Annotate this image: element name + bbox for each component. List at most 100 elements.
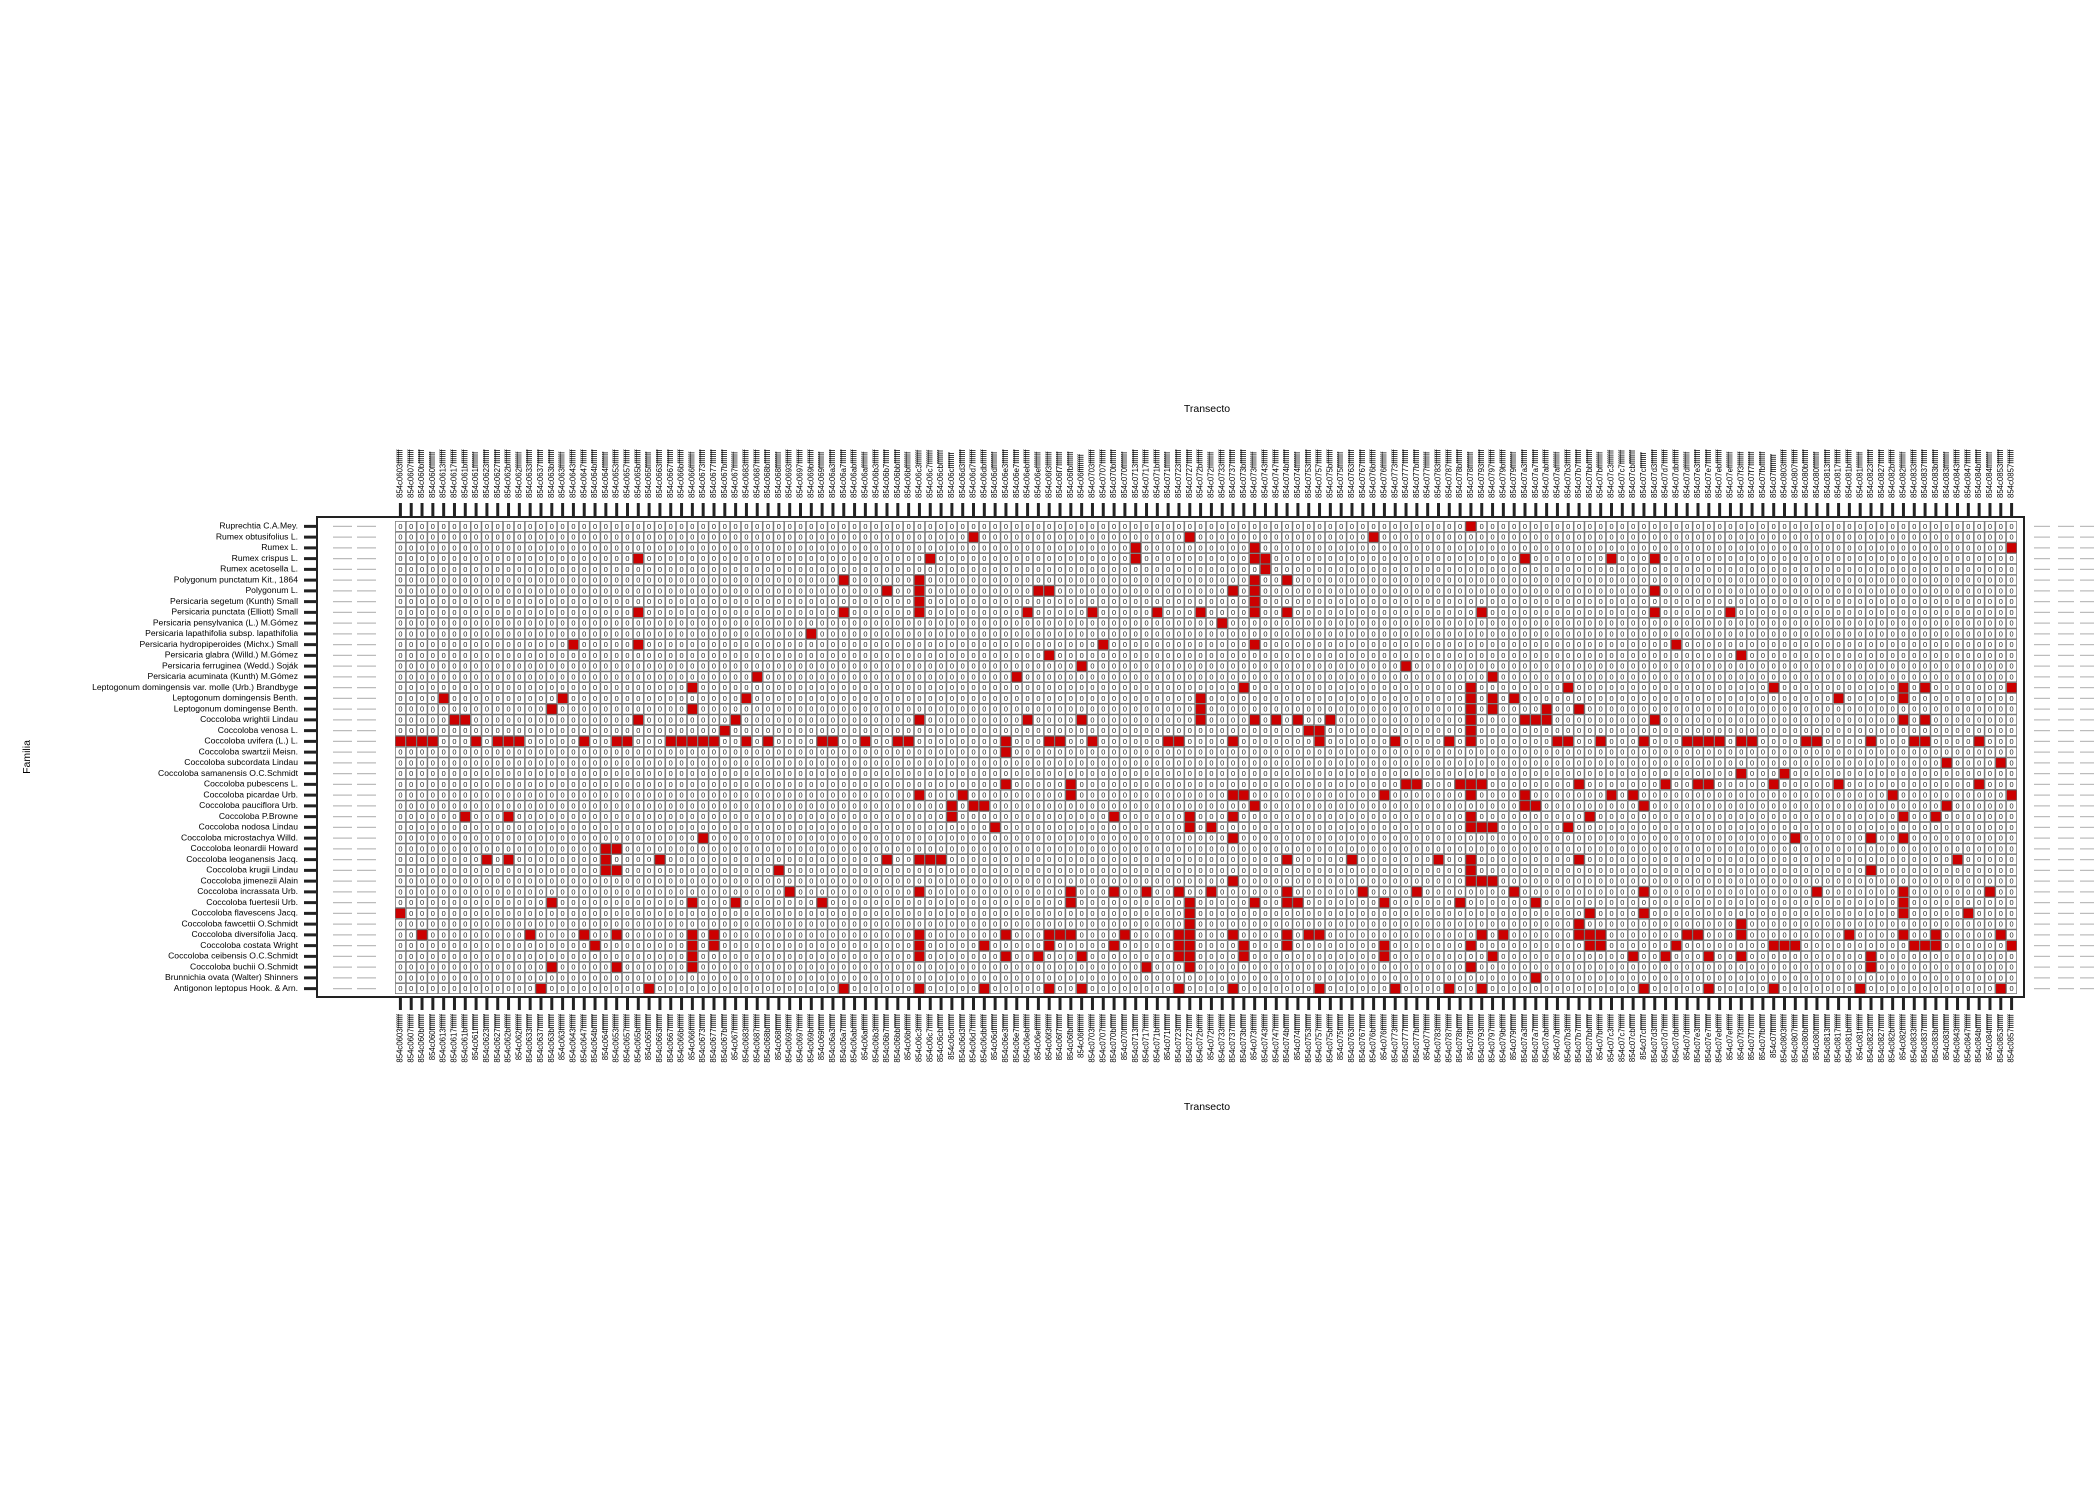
cell [1984,521,1996,532]
cell [1681,531,1693,543]
cell-value: 0 [853,683,857,692]
cell-value: 0 [1220,683,1224,692]
cell-value: 0 [982,597,986,606]
cell [838,607,850,618]
cell-value: 0 [1599,565,1603,574]
cell-value: 0 [950,543,954,552]
cell [1076,531,1087,543]
cell [1541,521,1552,532]
cell-value: 0 [1058,608,1062,617]
cell-value: 0 [1317,619,1321,628]
cell-value: 0 [1469,651,1473,660]
cell-value: 0 [1339,651,1343,660]
cell-value: 0 [582,672,586,681]
cell-value: 0 [679,683,683,692]
cell-value: 0 [1209,651,1213,660]
cell-value: 0 [539,651,543,660]
cell-value: 0 [1436,640,1440,649]
cell-value: 0 [1004,640,1008,649]
cell-value: 0 [1199,576,1203,585]
cell-value: 0 [744,576,748,585]
cell-value: 0 [971,619,975,628]
cell-value: 0 [1912,651,1916,660]
cell-value: 0 [1112,565,1116,574]
cell [1152,521,1163,532]
cell-value: 0 [615,672,619,681]
cell-value: 0 [1696,608,1700,617]
cell-value: 0 [1664,608,1668,617]
cell [708,542,720,554]
cell-value: 0 [1772,543,1776,552]
cell-value: 0 [777,619,781,628]
cell [1184,531,1196,543]
cell-value: 0 [896,576,900,585]
cell-value: 0 [1274,597,1278,606]
cell-value: 0 [1361,619,1365,628]
cell-value: 0 [723,651,727,660]
cell-value: 0 [1447,683,1451,692]
cell-value: 0 [431,533,435,542]
cell [503,542,514,554]
cell [1314,531,1325,543]
cell-value: 0 [1382,651,1386,660]
cell-value: 0 [1761,629,1765,638]
cell-value: 0 [2010,554,2014,563]
cell-value: 0 [539,586,543,595]
cell [2006,531,2017,543]
cell-value: 0 [1728,554,1732,563]
cell-value: 0 [1015,694,1019,703]
cell [762,521,774,532]
cell-value: 0 [604,522,608,531]
cell [611,542,622,554]
cell-value: 0 [1134,586,1138,595]
cell-value: 0 [615,576,619,585]
cell-value: 0 [1523,662,1527,671]
cell-value: 0 [1490,586,1494,595]
cell-value: 0 [1166,629,1170,638]
cell-value: 0 [1858,543,1862,552]
cell-value: 0 [539,640,543,649]
cell-value: 0 [1609,629,1613,638]
cell-value: 0 [1545,608,1549,617]
cell-value: 0 [409,683,413,692]
cell-value: 0 [831,543,835,552]
cell-value: 0 [1090,651,1094,660]
cell-value: 0 [1242,608,1246,617]
cell-value: 0 [1545,662,1549,671]
cell-value: 0 [1447,586,1451,595]
cell-value: 0 [1923,533,1927,542]
cell [1692,521,1704,532]
cell-layer: 0 0 0 0 0 0 0 0 0 0 0 0 0 0 0 0 0 0 0 0 0 0 0 0 0 0 0 0 0 0 0 0 0 0 0 0 0 0 0 0… [395,521,2017,994]
cell-value: 0 [1036,651,1040,660]
cell-value: 0 [679,694,683,703]
cell-value: 0 [1869,565,1873,574]
cell-value: 0 [1588,629,1592,638]
cell [1930,531,1942,543]
cell-value: 0 [734,619,738,628]
cell-value: 0 [1144,522,1148,531]
cell [1498,521,1509,532]
cell-value: 0 [1880,662,1884,671]
cell [827,531,839,543]
cell-value: 0 [452,522,456,531]
cell-value: 0 [907,662,911,671]
cell [654,531,666,543]
cell-value: 0 [1426,619,1430,628]
cell-value: 0 [982,543,986,552]
cell-value: 0 [734,565,738,574]
cell [1865,531,1877,543]
cell-value: 0 [1523,629,1527,638]
cell-value: 0 [1858,586,1862,595]
cell-value: 0 [571,608,575,617]
cell-value: 0 [1101,619,1105,628]
cell-value: 0 [1880,619,1884,628]
cell [395,542,406,554]
cell-value: 0 [744,586,748,595]
cell-value: 0 [463,554,467,563]
cell-value: 0 [1945,554,1949,563]
cell-value: 0 [939,543,943,552]
cell-value: 0 [939,694,943,703]
cell-value: 0 [1415,662,1419,671]
cell-value: 0 [1707,554,1711,563]
cell [1249,521,1260,532]
